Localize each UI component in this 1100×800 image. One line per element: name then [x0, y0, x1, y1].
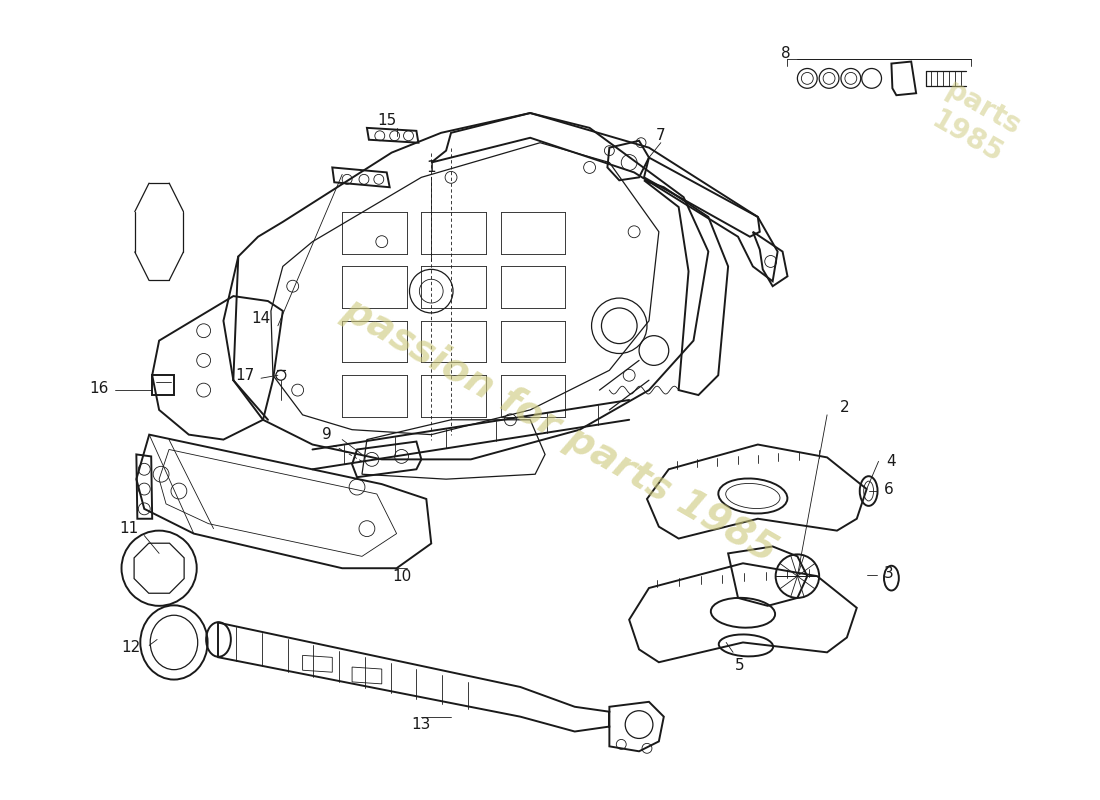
Text: parts
1985: parts 1985 [925, 76, 1026, 170]
Text: 7: 7 [656, 128, 666, 143]
Text: 8: 8 [781, 46, 790, 61]
Text: 17: 17 [235, 368, 255, 382]
Text: 2: 2 [840, 401, 849, 415]
Text: 1: 1 [427, 160, 436, 175]
Text: 14: 14 [252, 311, 271, 326]
Text: 13: 13 [411, 717, 431, 732]
Text: 5: 5 [735, 658, 745, 673]
Text: 11: 11 [120, 521, 139, 536]
Text: 12: 12 [122, 640, 141, 655]
Text: 15: 15 [377, 114, 396, 129]
Text: 6: 6 [883, 482, 893, 497]
Text: 16: 16 [89, 381, 109, 396]
Text: passion for parts 1985: passion for parts 1985 [337, 290, 783, 570]
Text: 10: 10 [392, 569, 411, 584]
Text: 4: 4 [887, 454, 896, 469]
Text: 3: 3 [883, 566, 893, 581]
Text: 9: 9 [322, 427, 332, 442]
